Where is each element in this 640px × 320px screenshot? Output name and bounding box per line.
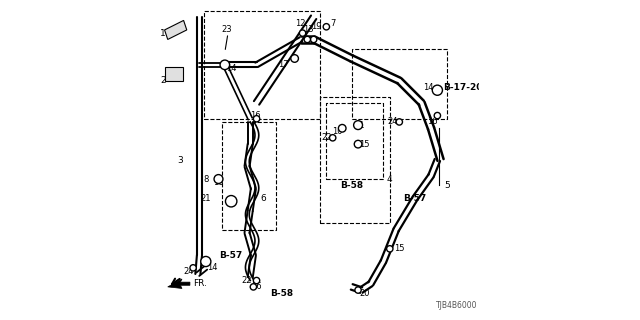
Circle shape [387, 246, 393, 252]
Text: 16: 16 [252, 282, 262, 292]
Polygon shape [164, 20, 187, 39]
Bar [165, 67, 183, 82]
Circle shape [300, 30, 306, 36]
Text: 1: 1 [160, 28, 166, 38]
Text: 14: 14 [422, 83, 433, 92]
Circle shape [253, 116, 260, 122]
Text: 8: 8 [203, 174, 209, 184]
Text: B-58: B-58 [340, 181, 364, 190]
Text: 14: 14 [226, 63, 236, 73]
Text: 15: 15 [359, 140, 370, 148]
Circle shape [253, 277, 260, 284]
Circle shape [432, 85, 442, 95]
Text: 4: 4 [387, 174, 392, 184]
Circle shape [434, 112, 440, 119]
Text: 22: 22 [242, 276, 252, 285]
Circle shape [330, 135, 336, 141]
Circle shape [355, 140, 362, 148]
Text: 24: 24 [183, 267, 194, 276]
Text: 12: 12 [295, 19, 305, 28]
Circle shape [355, 287, 361, 293]
Text: 5: 5 [444, 181, 450, 190]
Text: B-17-20: B-17-20 [443, 83, 483, 92]
Text: 24: 24 [388, 117, 398, 126]
Circle shape [190, 265, 196, 271]
Circle shape [250, 284, 257, 290]
Circle shape [323, 24, 330, 30]
Circle shape [396, 119, 403, 125]
Circle shape [304, 36, 310, 43]
Text: 20: 20 [359, 289, 370, 298]
Text: 18: 18 [213, 178, 224, 187]
Text: 16: 16 [428, 117, 438, 126]
Text: 6: 6 [260, 194, 266, 203]
Text: 9: 9 [227, 197, 232, 206]
Text: 21: 21 [200, 194, 211, 203]
Text: 17: 17 [278, 60, 288, 69]
Text: B-57: B-57 [404, 194, 427, 203]
Circle shape [354, 121, 362, 130]
Text: 16: 16 [250, 111, 260, 120]
Text: 11: 11 [355, 121, 365, 130]
Circle shape [310, 36, 317, 43]
Text: 3: 3 [177, 156, 183, 164]
Text: 7: 7 [330, 19, 335, 28]
Text: 22: 22 [321, 133, 332, 142]
Circle shape [214, 175, 223, 183]
Text: 19: 19 [312, 22, 322, 31]
Text: 10: 10 [332, 127, 342, 136]
Text: B-58: B-58 [270, 289, 294, 298]
Circle shape [220, 60, 230, 69]
Circle shape [201, 256, 211, 267]
Circle shape [291, 55, 298, 62]
Text: B-57: B-57 [220, 251, 243, 260]
Circle shape [225, 196, 237, 207]
Text: 13: 13 [303, 25, 314, 35]
Text: FR.: FR. [193, 279, 207, 288]
Text: 2: 2 [160, 76, 166, 85]
Text: 14: 14 [207, 263, 218, 272]
Text: 15: 15 [394, 244, 404, 253]
Polygon shape [168, 279, 190, 288]
Circle shape [339, 124, 346, 132]
Text: TJB4B6000: TJB4B6000 [436, 301, 477, 310]
Text: 23: 23 [221, 25, 232, 35]
